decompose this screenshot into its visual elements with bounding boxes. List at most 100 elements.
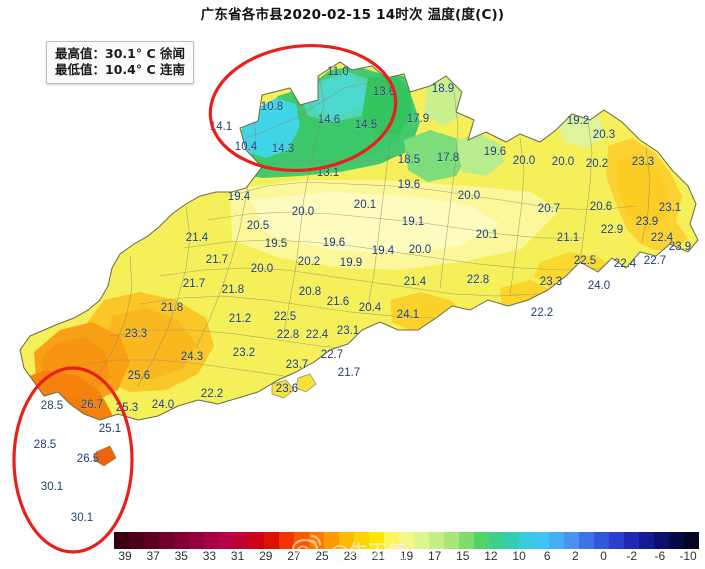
station-value: 21.4	[404, 276, 427, 288]
colorbar-swatch	[624, 532, 639, 549]
station-value: 20.0	[513, 155, 535, 167]
colorbar-swatch	[189, 532, 204, 549]
station-value: 30.1	[71, 512, 93, 524]
station-value: 23.3	[632, 156, 654, 168]
station-value: 22.8	[467, 274, 489, 286]
station-value: 14.5	[355, 119, 377, 131]
station-value: 23.3	[540, 276, 562, 288]
colorbar-swatch	[294, 532, 309, 549]
island-a	[271, 379, 295, 399]
colorbar-swatch	[219, 532, 234, 549]
station-value: 21.8	[161, 302, 183, 314]
colorbar-swatch	[534, 532, 549, 549]
station-value: 20.3	[593, 129, 615, 141]
station-value: 23.9	[669, 241, 691, 253]
colorbar-swatch	[489, 532, 504, 549]
station-value: 19.5	[265, 238, 287, 250]
station-value: 19.4	[372, 245, 395, 257]
station-value: 28.5	[41, 400, 63, 412]
colorbar-tick-label: 23	[343, 549, 357, 563]
station-value: 20.4	[359, 302, 382, 314]
station-value: 19.2	[567, 115, 589, 127]
colorbar-swatch	[204, 532, 219, 549]
colorbar-swatch	[354, 532, 369, 549]
colorbar-swatch	[549, 532, 564, 549]
colorbar-tick-label: 2	[572, 549, 579, 563]
colorbar-swatch	[684, 532, 699, 549]
colorbar-swatch	[369, 532, 384, 549]
colorbar-swatch	[234, 532, 249, 549]
north-cold-highlight	[208, 43, 398, 173]
station-value: 25.6	[128, 370, 150, 382]
island-b	[295, 373, 317, 393]
station-value: 19.6	[484, 146, 506, 158]
station-value: 14.6	[318, 114, 340, 126]
colorbar-tick-label: 31	[230, 549, 245, 563]
colorbar-swatch	[309, 532, 324, 549]
station-value: 23.1	[337, 325, 359, 337]
station-value: 19.4	[228, 191, 251, 203]
colorbar-swatch	[339, 532, 354, 549]
colorbar-swatch	[474, 532, 489, 549]
station-value: 19.6	[398, 179, 420, 191]
colorbar-tick-label: 21	[371, 549, 386, 563]
station-value: 28.5	[34, 439, 56, 451]
colorbar-swatch	[414, 532, 429, 549]
station-value: 23.1	[659, 202, 681, 214]
colorbar-swatch	[459, 532, 474, 549]
station-value: 20.6	[590, 201, 612, 213]
colorbar-swatch	[654, 532, 669, 549]
station-value: 21.7	[206, 254, 228, 266]
station-value: 19.1	[402, 216, 424, 228]
station-value-labels: 11.010.813.614.6 14.514.110.4 14.317.918.9…	[34, 66, 692, 525]
station-value: 22.4	[651, 232, 674, 244]
station-value: 20.0	[552, 156, 574, 168]
station-value: 26.7	[81, 399, 103, 411]
station-value: 21.7	[183, 278, 205, 290]
colorbar-swatch	[384, 532, 399, 549]
southwest-hot-highlight	[12, 366, 134, 554]
station-value: 20.0	[409, 244, 431, 256]
station-value: 20.2	[298, 256, 320, 268]
province-outline	[19, 61, 699, 421]
station-value: 11.0	[327, 66, 349, 78]
colorbar-swatch	[669, 532, 684, 549]
annotation-layer	[12, 43, 398, 554]
colorbar-tick-label: 25	[315, 549, 329, 563]
station-value: 17.9	[407, 113, 429, 125]
station-value: 20.7	[538, 203, 560, 215]
station-value: 20.1	[354, 199, 376, 211]
station-value: 22.2	[531, 307, 553, 319]
colorbar-swatch	[444, 532, 459, 549]
colorbar-tick-label: -10	[679, 549, 697, 563]
station-value: 19.6	[323, 237, 345, 249]
colorbar-tick-label: 10	[512, 549, 526, 563]
station-value: 24.1	[397, 309, 419, 321]
colorbar-tick-label: -6	[654, 549, 666, 563]
colorbar-swatch	[504, 532, 519, 549]
colorbar-swatch	[519, 532, 534, 549]
station-value: 21.8	[222, 284, 244, 296]
colorbar-swatch	[279, 532, 294, 549]
station-value: 24.3	[181, 351, 203, 363]
max-value-line: 最高值：30.1° C 徐闻	[55, 46, 185, 61]
station-value: 23.9	[636, 216, 658, 228]
station-value: 13.6	[373, 86, 395, 98]
station-value: 17.8	[437, 152, 459, 164]
colorbar-swatch	[579, 532, 594, 549]
station-value: 22.8	[277, 329, 299, 341]
station-value: 23.7	[286, 359, 308, 371]
station-value: 20.0	[458, 190, 480, 202]
station-value: 21.7	[338, 367, 360, 379]
colorbar-swatch	[114, 532, 129, 549]
colorbar-tick-label: 6	[543, 549, 551, 563]
min-value-line: 最低值：10.4° C 连南	[55, 62, 185, 77]
colorbar-swatch	[144, 532, 159, 549]
colorbar-swatch	[399, 532, 414, 549]
station-value: 26.5	[77, 453, 99, 465]
station-value: 20.0	[292, 206, 314, 218]
colorbar-swatch	[174, 532, 189, 549]
station-value: 20.0	[251, 263, 273, 275]
station-value: 21.6	[327, 296, 349, 308]
